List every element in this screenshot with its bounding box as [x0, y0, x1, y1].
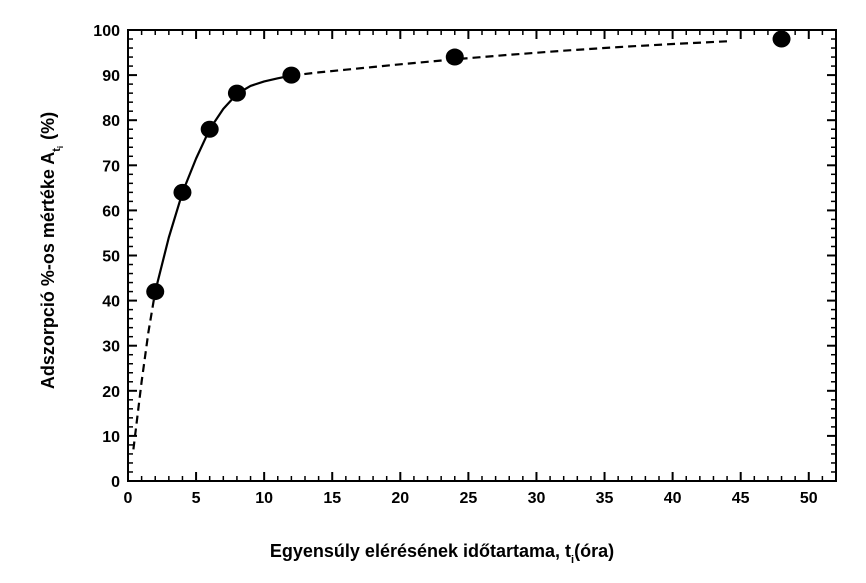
data-point — [146, 283, 164, 300]
data-points-layer — [146, 31, 790, 301]
y-tick-label: 30 — [102, 339, 120, 356]
fit-curve-dashed-start — [133, 292, 155, 450]
data-point — [446, 49, 464, 66]
y-tick-label: 100 — [93, 23, 120, 40]
fit-curve-layer — [133, 41, 727, 449]
data-point — [228, 85, 246, 102]
x-tick-label: 0 — [124, 490, 133, 507]
x-tick-label: 25 — [459, 490, 477, 507]
y-tick-label: 80 — [102, 113, 120, 130]
fit-curve-solid — [155, 76, 291, 292]
y-axis-title-sub2: i — [56, 146, 65, 148]
x-tick-label: 45 — [732, 490, 750, 507]
tick-labels: 0 5 10 15 20 25 30 35 40 45 50 0 10 20 30 40 50 60 70 80 90 1… — [93, 23, 817, 507]
data-point — [282, 67, 300, 84]
y-axis-title-main: Adszorpció %-os mértéke A — [38, 152, 58, 389]
y-tick-label: 50 — [102, 249, 120, 266]
data-point — [173, 184, 191, 201]
x-axis-title-main: Egyensúly elérésének időtartama, t — [270, 541, 571, 561]
x-tick-label: 30 — [528, 490, 546, 507]
y-tick-label: 10 — [102, 429, 120, 446]
y-axis-title: Adszorpció %-os mértéke Ati(%) — [38, 112, 65, 389]
x-tick-label: 15 — [323, 490, 341, 507]
x-axis-title-unit: (óra) — [574, 541, 614, 561]
y-axis-title-unit: (%) — [38, 112, 58, 140]
y-tick-label: 0 — [111, 474, 120, 491]
x-axis-title: Egyensúly elérésének időtartama, ti(óra) — [270, 541, 614, 566]
y-tick-label: 20 — [102, 384, 120, 401]
y-tick-label: 70 — [102, 158, 120, 175]
x-tick-label: 40 — [664, 490, 682, 507]
y-tick-label: 90 — [102, 68, 120, 85]
y-tick-label: 40 — [102, 294, 120, 311]
data-point — [773, 31, 791, 48]
fit-curve-dashed-end — [291, 41, 727, 75]
data-point — [201, 121, 219, 138]
x-tick-label: 10 — [255, 490, 273, 507]
x-tick-label: 50 — [800, 490, 818, 507]
x-tick-label: 20 — [391, 490, 409, 507]
x-tick-label: 5 — [192, 490, 201, 507]
x-tick-label: 35 — [596, 490, 614, 507]
y-tick-label: 60 — [102, 203, 120, 220]
